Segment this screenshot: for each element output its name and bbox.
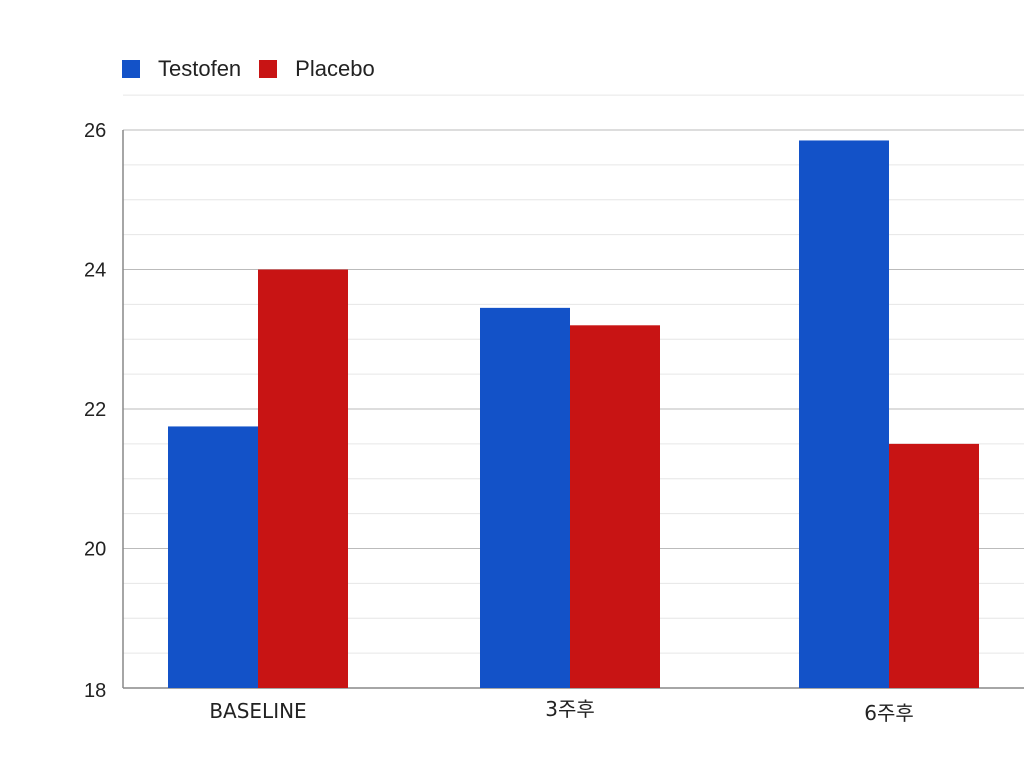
y-tick-label: 18 bbox=[84, 680, 106, 702]
bar-testofen-2 bbox=[799, 140, 889, 688]
y-tick-label: 22 bbox=[84, 399, 106, 421]
y-tick-label: 20 bbox=[84, 539, 106, 561]
legend: Testofen Placebo bbox=[122, 56, 393, 82]
bar-placebo-0 bbox=[258, 269, 348, 688]
legend-label-placebo: Placebo bbox=[295, 56, 375, 81]
x-tick-label: 3주후 bbox=[545, 697, 595, 721]
legend-swatch-placebo bbox=[259, 60, 278, 78]
x-tick-label: 6주후 bbox=[864, 701, 914, 725]
legend-label-testofen: Testofen bbox=[158, 56, 242, 81]
bar-testofen-1 bbox=[480, 307, 570, 688]
bar-placebo-1 bbox=[570, 325, 660, 688]
bar-placebo-2 bbox=[889, 443, 979, 688]
y-tick-label: 26 bbox=[84, 120, 106, 142]
legend-swatch-testofen bbox=[122, 60, 140, 78]
x-tick-label: BASELINE bbox=[209, 699, 306, 723]
legend-item-testofen: Testofen bbox=[122, 56, 241, 82]
bar-testofen-0 bbox=[168, 426, 258, 688]
y-tick-label: 24 bbox=[84, 260, 106, 282]
legend-item-placebo: Placebo bbox=[259, 56, 375, 82]
